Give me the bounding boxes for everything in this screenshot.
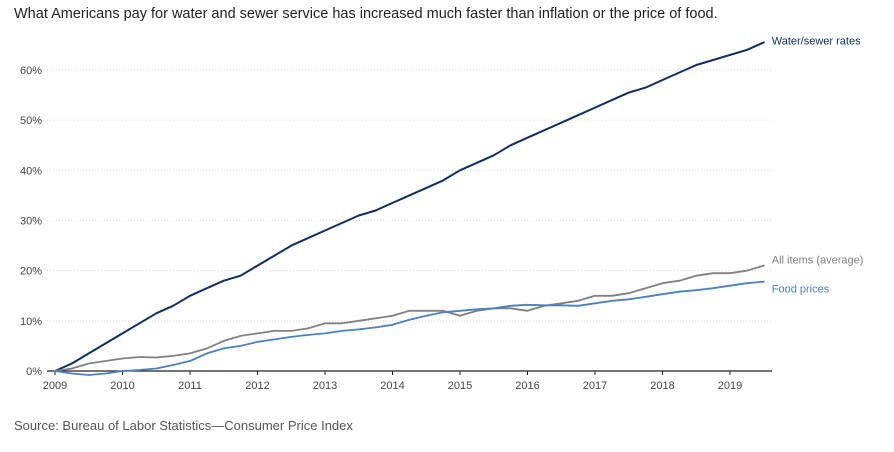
x-tick-label: 2017: [583, 380, 607, 392]
y-tick-label: 10%: [20, 316, 42, 328]
series-line-water-sewer-rates: [54, 41, 765, 372]
series-label-all-items-average: All items (average): [772, 255, 864, 267]
x-tick-label: 2013: [313, 380, 337, 392]
x-tick-label: 2009: [43, 380, 67, 392]
y-tick-label: 20%: [20, 266, 42, 278]
series-line-all-items-average: [54, 264, 765, 372]
y-tick-label: 30%: [20, 216, 42, 228]
y-tick-label: 0%: [26, 366, 42, 378]
x-axis-ticks: 2009 2010 2011 2012 2013 2014 2015 2016 2017 2018…: [43, 371, 742, 392]
chart-title: What Americans pay for water and sewer s…: [14, 6, 718, 22]
series-labels: Water/sewer rates All items (average) Food…: [772, 35, 864, 295]
y-tick-label: 60%: [20, 65, 42, 77]
series-line-food-prices: [54, 280, 765, 376]
line-chart: 0% 10% 20% 30% 40% 50% 60% 2009 2010 2011 2012 201…: [20, 35, 864, 392]
x-tick-label: 2019: [718, 380, 742, 392]
series-label-water-sewer-rates: Water/sewer rates: [772, 35, 861, 47]
series-label-food-prices: Food prices: [772, 284, 830, 296]
x-tick-label: 2012: [245, 380, 269, 392]
series-lines: [54, 41, 765, 376]
y-axis-ticks: 0% 10% 20% 30% 40% 50% 60%: [20, 65, 42, 378]
x-tick-label: 2015: [448, 380, 472, 392]
y-tick-label: 40%: [20, 165, 42, 177]
gridlines: [47, 69, 772, 322]
x-tick-label: 2010: [110, 380, 134, 392]
x-tick-label: 2016: [515, 380, 539, 392]
source-note: Source: Bureau of Labor Statistics—Consu…: [14, 418, 353, 433]
x-tick-label: 2011: [178, 380, 202, 392]
y-tick-label: 50%: [20, 115, 42, 127]
x-tick-label: 2014: [380, 380, 404, 392]
x-tick-label: 2018: [650, 380, 674, 392]
